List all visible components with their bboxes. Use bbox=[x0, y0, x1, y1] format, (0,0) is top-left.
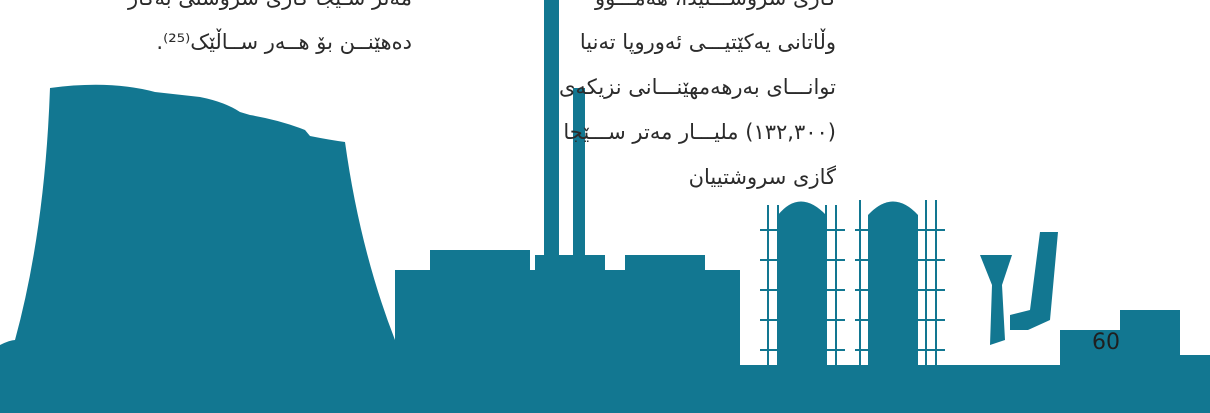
chimney-left bbox=[544, 0, 559, 260]
right-block-edge bbox=[1180, 355, 1210, 385]
chimney-right bbox=[573, 88, 585, 263]
right-column-line-5: گازی سروشتییان bbox=[688, 165, 836, 189]
left-column-line-1: مەتر سـێجا گازی سروشتی بەکار bbox=[128, 0, 412, 10]
bent-pipe bbox=[1010, 232, 1058, 330]
factory-roof-block bbox=[430, 250, 530, 280]
left-mid-block bbox=[740, 365, 1100, 390]
cooling-tower bbox=[0, 84, 395, 413]
scaffolding bbox=[760, 200, 945, 380]
right-column-line-1: گازی سروشـــتیدا، هەمـــوو bbox=[595, 0, 836, 10]
page-number: 60 bbox=[1092, 330, 1120, 355]
right-column-line-2: وڵاتانی یەکێتیـــی ئەوروپا تەنیا bbox=[579, 30, 836, 54]
right-column-line-3: توانـــای بەرهەمهێنـــانی نزیکەی bbox=[559, 75, 836, 99]
factory-hall bbox=[395, 270, 740, 390]
left-column-line-2: دەهێنــن بۆ هــەر ســاڵێک⁽²⁵⁾. bbox=[156, 30, 412, 54]
factory-roof-block-3 bbox=[625, 255, 705, 280]
right-column-line-4: (١٣٢,٣٠٠) مليـــار مەتر ســـێجا bbox=[563, 120, 836, 144]
funnel-tower bbox=[980, 255, 1012, 345]
right-block-low bbox=[1100, 330, 1130, 385]
